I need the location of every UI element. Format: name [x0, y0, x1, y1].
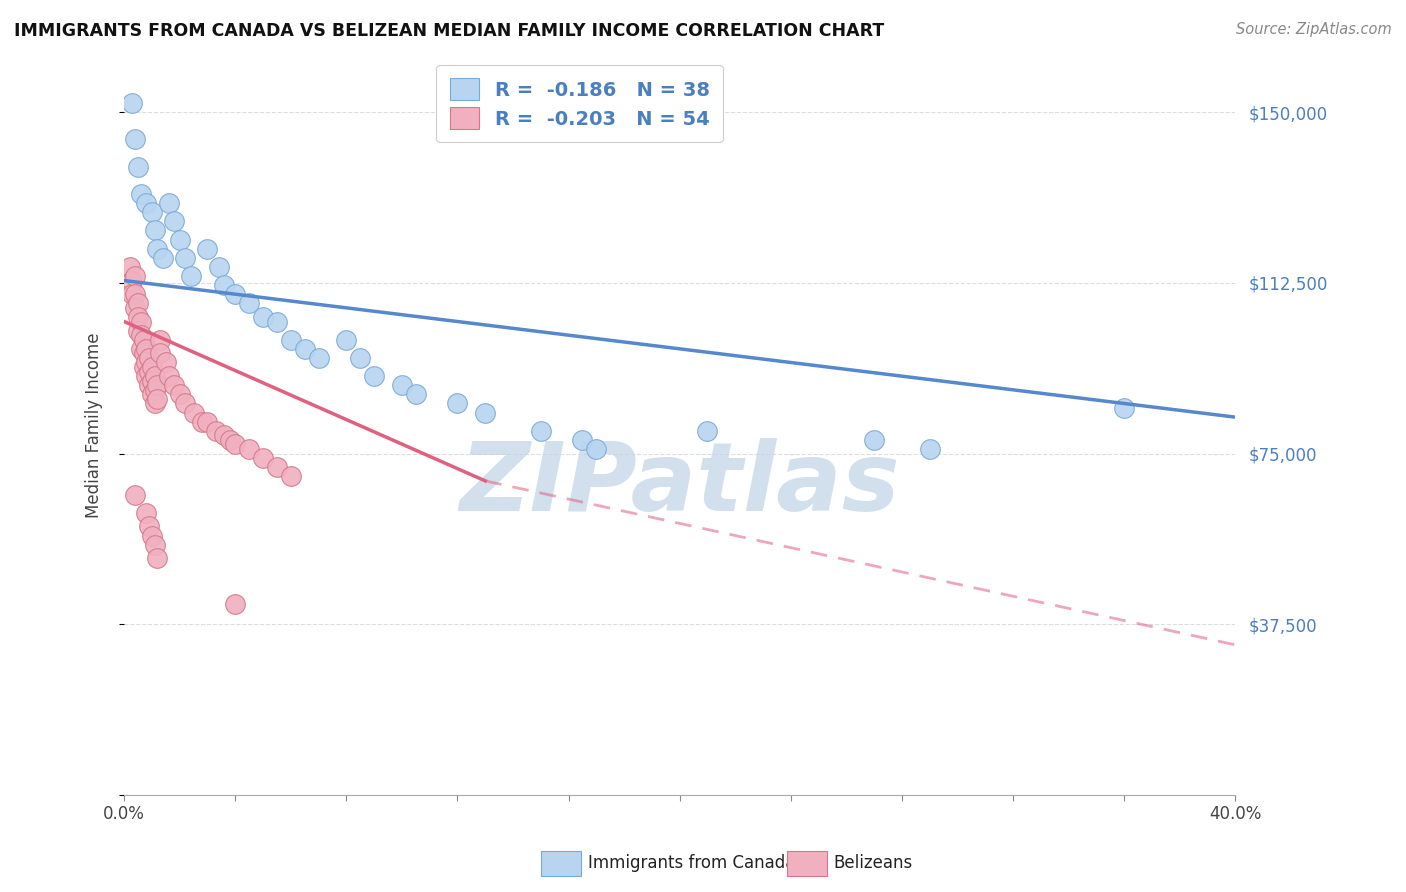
Point [294, 342, 316, 356]
Point [146, 551, 169, 566]
Point [138, 519, 160, 533]
Point [280, 469, 302, 483]
Point [143, 223, 166, 237]
Point [863, 433, 886, 447]
Point [1112, 401, 1135, 415]
Legend: R =  -0.186   N = 38, R =  -0.203   N = 54: R = -0.186 N = 38, R = -0.203 N = 54 [436, 65, 723, 142]
Point [143, 369, 166, 384]
Point [157, 369, 180, 384]
Point [138, 378, 160, 392]
Point [155, 355, 177, 369]
Point [138, 365, 160, 379]
Point [135, 355, 157, 369]
Point [212, 278, 235, 293]
Point [224, 597, 246, 611]
Point [127, 160, 149, 174]
Point [127, 296, 149, 310]
Point [141, 359, 163, 374]
Point [169, 233, 191, 247]
Point [212, 428, 235, 442]
Point [571, 433, 593, 447]
Text: Belizeans: Belizeans [834, 855, 912, 872]
Point [121, 95, 143, 110]
Point [146, 242, 169, 256]
Point [204, 424, 226, 438]
Point [207, 260, 229, 274]
Y-axis label: Median Family Income: Median Family Income [86, 333, 103, 518]
Point [280, 333, 302, 347]
Point [127, 324, 149, 338]
Point [252, 310, 274, 324]
Text: Immigrants from Canada: Immigrants from Canada [588, 855, 794, 872]
Point [121, 273, 143, 287]
Point [121, 287, 143, 301]
Point [238, 296, 260, 310]
Point [124, 301, 146, 315]
Point [129, 187, 152, 202]
Point [174, 251, 197, 265]
Point [405, 387, 427, 401]
Point [149, 333, 172, 347]
Point [335, 333, 357, 347]
Point [169, 387, 191, 401]
Point [129, 328, 152, 343]
Point [530, 424, 553, 438]
Point [157, 196, 180, 211]
Point [174, 396, 197, 410]
Point [138, 351, 160, 365]
Point [124, 287, 146, 301]
Point [191, 415, 214, 429]
Point [391, 378, 413, 392]
Point [135, 369, 157, 384]
Point [349, 351, 371, 365]
Point [446, 396, 468, 410]
Point [474, 406, 496, 420]
Point [149, 346, 172, 360]
Point [124, 268, 146, 283]
Point [135, 342, 157, 356]
Point [124, 132, 146, 146]
Point [163, 214, 186, 228]
Point [135, 506, 157, 520]
Point [129, 342, 152, 356]
Point [308, 351, 330, 365]
Point [124, 487, 146, 501]
Point [918, 442, 941, 456]
Point [141, 528, 163, 542]
Point [135, 196, 157, 211]
Point [143, 396, 166, 410]
Point [141, 374, 163, 388]
Point [143, 383, 166, 397]
Point [132, 346, 155, 360]
Point [197, 415, 219, 429]
Point [238, 442, 260, 456]
Text: ZIPatlas: ZIPatlas [460, 438, 900, 531]
Point [163, 378, 186, 392]
Point [224, 287, 246, 301]
Point [218, 433, 240, 447]
Point [129, 314, 152, 328]
Point [141, 205, 163, 219]
Point [266, 314, 288, 328]
Point [141, 387, 163, 401]
Point [585, 442, 607, 456]
Point [152, 251, 174, 265]
Point [146, 378, 169, 392]
Point [180, 268, 202, 283]
Point [252, 451, 274, 466]
Point [183, 406, 205, 420]
Point [143, 538, 166, 552]
Point [224, 437, 246, 451]
Point [132, 359, 155, 374]
Point [127, 310, 149, 324]
Point [197, 242, 219, 256]
Text: Source: ZipAtlas.com: Source: ZipAtlas.com [1236, 22, 1392, 37]
Point [696, 424, 718, 438]
Text: IMMIGRANTS FROM CANADA VS BELIZEAN MEDIAN FAMILY INCOME CORRELATION CHART: IMMIGRANTS FROM CANADA VS BELIZEAN MEDIA… [14, 22, 884, 40]
Point [118, 260, 141, 274]
Point [132, 333, 155, 347]
Point [266, 460, 288, 475]
Point [363, 369, 385, 384]
Point [146, 392, 169, 406]
